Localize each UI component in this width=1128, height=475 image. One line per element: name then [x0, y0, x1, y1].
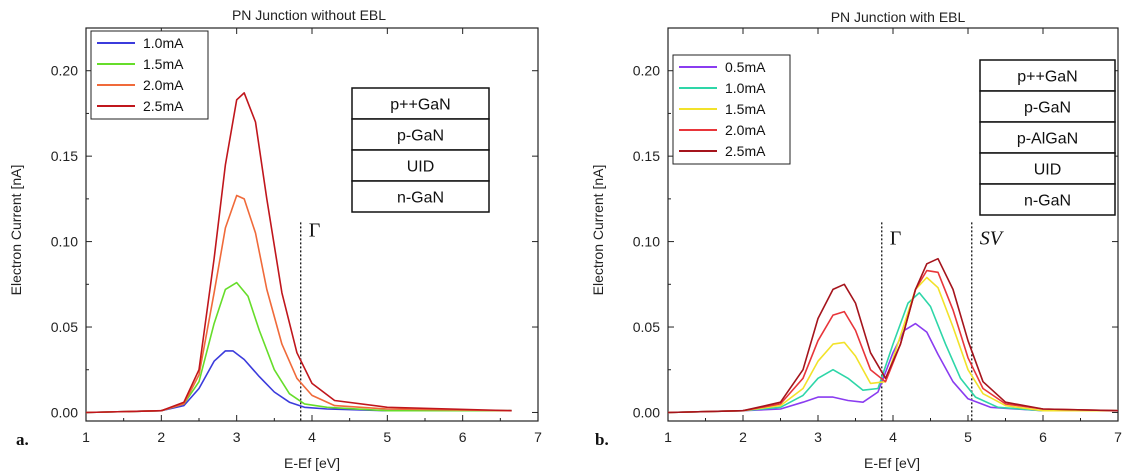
y-tick-label: 0.05 — [51, 319, 78, 335]
chart-title: PN Junction without EBL — [232, 7, 386, 23]
layer-label: p++GaN — [390, 97, 450, 114]
layer-cell — [979, 152, 1116, 185]
series-line — [667, 257, 1119, 414]
legend-label: 2.0mA — [725, 122, 766, 138]
x-tick-label: 3 — [233, 429, 241, 445]
layer-cell — [979, 59, 1116, 92]
x-tick-label: 4 — [889, 429, 897, 445]
series-line — [85, 281, 512, 414]
x-tick-label: 6 — [459, 429, 467, 445]
x-tick-label: 6 — [1039, 429, 1047, 445]
series-line — [667, 269, 1119, 414]
legend-label: 1.5mA — [725, 101, 766, 117]
y-tick-label: 0.00 — [633, 404, 660, 420]
y-tick-label: 0.10 — [633, 234, 660, 250]
x-tick-label: 5 — [964, 429, 972, 445]
layer-label: UID — [1034, 162, 1062, 179]
annotation-label: Γ — [890, 227, 902, 249]
layer-label: UID — [407, 159, 435, 176]
y-tick-label: 0.20 — [633, 63, 660, 79]
legend-box — [90, 30, 209, 120]
layer-label: p-AlGaN — [1017, 131, 1078, 148]
y-tick-label: 0.20 — [51, 63, 78, 79]
x-axis-label: E-Ef [eV] — [284, 455, 340, 471]
x-tick-label: 2 — [157, 429, 165, 445]
legend-label: 2.0mA — [143, 77, 184, 93]
y-tick-label: 0.10 — [51, 234, 78, 250]
y-tick-label: 0.15 — [51, 148, 78, 164]
series-line — [667, 276, 1118, 414]
legend-label: 2.5mA — [725, 143, 766, 159]
layer-label: p-GaN — [397, 128, 444, 145]
layer-label: n-GaN — [1024, 193, 1071, 210]
layer-cell — [351, 180, 490, 213]
legend-label: 2.5mA — [143, 98, 184, 114]
x-tick-label: 1 — [664, 429, 672, 445]
layer-label: n-GaN — [397, 190, 444, 207]
x-tick-label: 7 — [534, 429, 542, 445]
legend-label: 1.0mA — [725, 80, 766, 96]
y-tick-label: 0.00 — [51, 404, 78, 420]
x-axis-label: E-Ef [eV] — [864, 455, 920, 471]
x-tick-label: 3 — [814, 429, 822, 445]
x-tick-label: 2 — [739, 429, 747, 445]
layer-cell — [351, 149, 490, 182]
chart-panel-a: PN Junction without EBL a. E-Ef [eV] Ele… — [8, 7, 542, 471]
x-tick-label: 1 — [82, 429, 90, 445]
layer-label: p-GaN — [1024, 100, 1071, 117]
legend-label: 1.0mA — [143, 35, 184, 51]
panel-label: b. — [595, 430, 609, 449]
legend-label: 1.5mA — [143, 56, 184, 72]
series-line — [85, 350, 512, 414]
series-line — [667, 291, 1118, 414]
layer-cell — [351, 118, 490, 151]
chart-panel-b: PN Junction with EBL b. E-Ef [eV] Electr… — [590, 9, 1122, 471]
y-tick-label: 0.15 — [633, 148, 660, 164]
series-line — [85, 194, 512, 414]
x-tick-label: 5 — [383, 429, 391, 445]
panel-label: a. — [16, 430, 29, 449]
series-line — [85, 92, 512, 414]
y-tick-label: 0.05 — [633, 319, 660, 335]
x-tick-label: 7 — [1114, 429, 1122, 445]
annotation-label: SV — [980, 227, 1005, 249]
series-line — [667, 322, 1118, 414]
layer-label: p++GaN — [1017, 69, 1077, 86]
y-axis-label: Electron Current [nA] — [8, 165, 24, 296]
chart-title: PN Junction with EBL — [831, 9, 966, 25]
legend-label: 0.5mA — [725, 59, 766, 75]
layer-cell — [979, 183, 1116, 216]
y-axis-label: Electron Current [nA] — [590, 165, 606, 296]
layer-cell — [351, 87, 490, 120]
x-tick-label: 4 — [308, 429, 316, 445]
annotation-label: Γ — [309, 219, 321, 241]
